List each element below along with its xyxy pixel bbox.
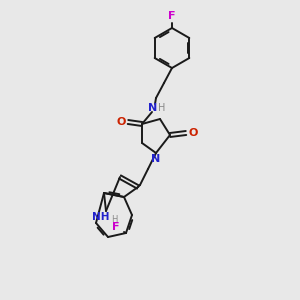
- Text: O: O: [188, 128, 198, 138]
- Text: F: F: [168, 11, 176, 21]
- Text: H: H: [111, 214, 117, 224]
- Text: F: F: [112, 222, 120, 232]
- Text: N: N: [152, 154, 160, 164]
- Text: N: N: [148, 103, 158, 113]
- Text: NH: NH: [92, 212, 110, 222]
- Text: O: O: [116, 117, 126, 127]
- Text: H: H: [158, 103, 166, 113]
